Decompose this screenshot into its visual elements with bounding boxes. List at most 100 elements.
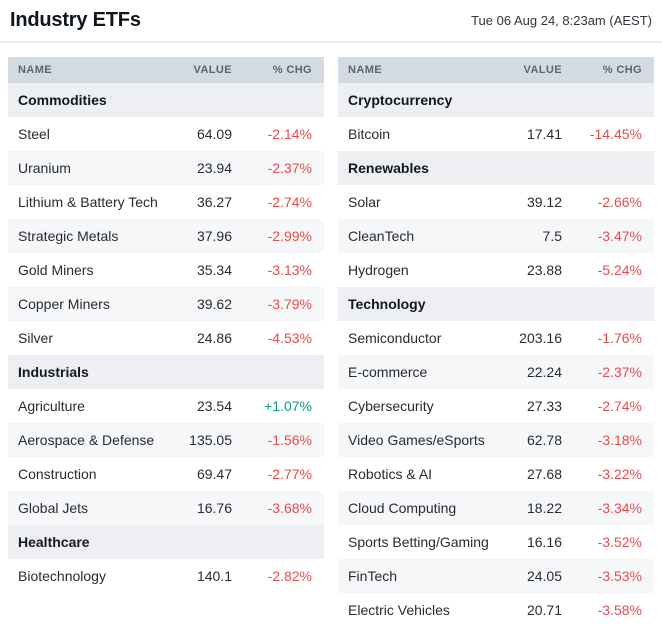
column-header-value: VALUE (491, 57, 563, 83)
etf-percent-change: -5.24% (597, 262, 642, 278)
column-header-chg: % CHG (233, 57, 324, 83)
etf-name: Aerospace & Defense (8, 423, 161, 457)
etf-name: Strategic Metals (8, 219, 161, 253)
table-row: Uranium 23.94 -2.37% (8, 151, 324, 185)
etf-name: Solar (348, 194, 381, 210)
column-header-chg: % CHG (563, 57, 654, 83)
etf-name: Electric Vehicles (348, 602, 450, 618)
etf-percent-change: -1.76% (597, 330, 642, 346)
etf-value: 16.76 (161, 491, 233, 525)
section-row: Healthcare (8, 525, 324, 559)
etf-percent-change: -2.82% (267, 568, 312, 584)
etf-name: Hydrogen (348, 262, 409, 278)
section-title: Commodities (8, 83, 324, 117)
etf-name: Sports Betting/Gaming (348, 534, 489, 550)
etf-percent-change: -3.34% (563, 491, 654, 525)
section-title: Renewables (338, 151, 654, 185)
etf-value: 39.62 (161, 287, 233, 321)
table-row: Copper Miners 39.62 -3.79% (8, 287, 324, 321)
table-row: Video Games/eSports 62.78 -3.18% (338, 423, 654, 457)
header-divider (0, 41, 662, 43)
table-row: Strategic Metals 37.96 -2.99% (8, 219, 324, 253)
table-row: Global Jets 16.76 -3.68% (8, 491, 324, 525)
etf-name: E-commerce (338, 355, 491, 389)
etf-percent-change: -3.13% (267, 262, 312, 278)
etf-percent-change: -2.74% (597, 398, 642, 414)
etf-percent-change: -2.66% (597, 194, 642, 210)
etf-percent-change: -2.99% (233, 219, 324, 253)
page-title: Industry ETFs (10, 9, 141, 31)
etf-value: 7.5 (491, 219, 563, 253)
section-title: Industrials (8, 355, 324, 389)
etf-value: 24.86 (196, 330, 232, 346)
etf-percent-change: -3.22% (597, 466, 642, 482)
etf-value: 69.47 (196, 466, 232, 482)
etf-value: 39.12 (526, 194, 562, 210)
etf-name: Cloud Computing (338, 491, 491, 525)
etf-name: Global Jets (8, 491, 161, 525)
section-row: Renewables (338, 151, 654, 185)
table-row: E-commerce 22.24 -2.37% (338, 355, 654, 389)
etf-value: 16.16 (526, 534, 562, 550)
etf-tables-container: NAME VALUE % CHG Commodities Steel 64.09 -2… (0, 43, 662, 627)
etf-name: Bitcoin (348, 126, 391, 142)
etf-value: 62.78 (491, 423, 563, 457)
etf-percent-change: -3.52% (597, 534, 642, 550)
section-row: Industrials (8, 355, 324, 389)
etf-value: 27.33 (526, 398, 562, 414)
section-row: Commodities (8, 83, 324, 117)
column-header-row: NAME VALUE % CHG (8, 57, 324, 83)
etf-percent-change: -2.37% (563, 355, 654, 389)
section-title: Cryptocurrency (338, 83, 654, 117)
table-row: Cybersecurity 27.33 -2.74% (338, 389, 654, 423)
etf-table-body: Cryptocurrency Bitcoin 17.41 -14.45% Renewab… (338, 83, 654, 627)
etf-percent-change: -2.37% (233, 151, 324, 185)
etf-name: Robotics & AI (348, 466, 433, 482)
etf-value: 64.09 (196, 126, 232, 142)
etf-name: CleanTech (338, 219, 491, 253)
table-row: Semiconductor 203.16 -1.76% (338, 321, 654, 355)
etf-name: Semiconductor (348, 330, 442, 346)
column-header-name: NAME (338, 57, 491, 83)
column-header-name: NAME (8, 57, 161, 83)
etf-percent-change: -3.79% (233, 287, 324, 321)
table-row: Agriculture 23.54 +1.07% (8, 389, 324, 423)
etf-name: FinTech (338, 559, 491, 593)
etf-percent-change: -3.58% (597, 602, 642, 618)
section-row: Technology (338, 287, 654, 321)
page-header: Industry ETFs Tue 06 Aug 24, 8:23am (AES… (0, 0, 662, 32)
etf-value: 23.94 (161, 151, 233, 185)
etf-name: Silver (18, 330, 54, 346)
etf-value: 35.34 (196, 262, 232, 278)
table-row: Sports Betting/Gaming 16.16 -3.52% (338, 525, 654, 559)
etf-name: Construction (18, 466, 97, 482)
etf-table-right: NAME VALUE % CHG Cryptocurrency Bitcoin 17… (338, 57, 654, 627)
etf-percent-change: -2.77% (267, 466, 312, 482)
table-row: Bitcoin 17.41 -14.45% (338, 117, 654, 151)
etf-percent-change: -3.47% (563, 219, 654, 253)
etf-value: 27.68 (526, 466, 562, 482)
etf-name: Copper Miners (8, 287, 161, 321)
etf-name: Lithium & Battery Tech (18, 194, 158, 210)
table-row: Silver 24.86 -4.53% (8, 321, 324, 355)
etf-name: Biotechnology (18, 568, 106, 584)
table-row: Electric Vehicles 20.71 -3.58% (338, 593, 654, 627)
etf-name: Agriculture (18, 398, 85, 414)
etf-name: Gold Miners (18, 262, 94, 278)
table-row: Solar 39.12 -2.66% (338, 185, 654, 219)
table-row: Hydrogen 23.88 -5.24% (338, 253, 654, 287)
etf-name: Video Games/eSports (338, 423, 491, 457)
etf-name: Steel (18, 126, 50, 142)
etf-percent-change: +1.07% (264, 398, 312, 414)
timestamp: Tue 06 Aug 24, 8:23am (AEST) (471, 13, 652, 28)
etf-percent-change: -4.53% (267, 330, 312, 346)
etf-value: 17.41 (526, 126, 562, 142)
table-row: Robotics & AI 27.68 -3.22% (338, 457, 654, 491)
etf-value: 203.16 (519, 330, 562, 346)
table-row: Cloud Computing 18.22 -3.34% (338, 491, 654, 525)
etf-value: 20.71 (526, 602, 562, 618)
table-row: Construction 69.47 -2.77% (8, 457, 324, 491)
etf-table-body: Commodities Steel 64.09 -2.14% Uranium 23.94-… (8, 83, 324, 593)
etf-percent-change: -3.68% (233, 491, 324, 525)
etf-name: Cybersecurity (348, 398, 434, 414)
